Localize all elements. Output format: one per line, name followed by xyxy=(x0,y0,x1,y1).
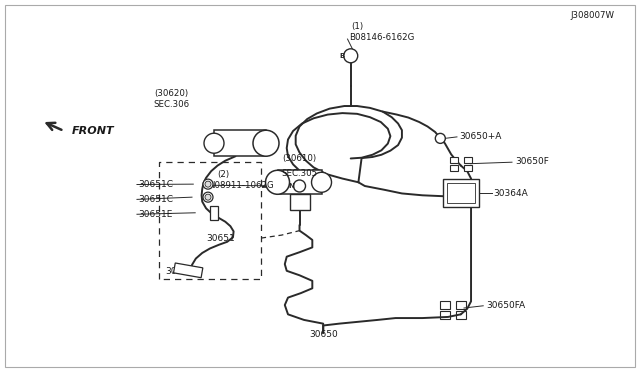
Circle shape xyxy=(294,180,305,192)
Circle shape xyxy=(435,134,445,143)
Text: 30651B: 30651B xyxy=(165,267,200,276)
Bar xyxy=(450,165,458,171)
Bar xyxy=(447,183,475,203)
Bar xyxy=(173,263,203,278)
Text: 30651C: 30651C xyxy=(138,195,173,204)
Text: 30651E: 30651E xyxy=(138,210,173,219)
Text: J308007W: J308007W xyxy=(570,11,614,20)
Text: FRONT: FRONT xyxy=(72,126,115,136)
Text: 30650FA: 30650FA xyxy=(486,301,525,310)
Text: (2): (2) xyxy=(218,170,230,179)
Circle shape xyxy=(266,170,289,194)
Bar xyxy=(456,301,466,308)
Text: N: N xyxy=(289,183,294,189)
Text: SEC.305: SEC.305 xyxy=(282,169,317,178)
Circle shape xyxy=(253,130,279,156)
Bar xyxy=(289,194,310,210)
Bar xyxy=(440,311,450,318)
Bar xyxy=(440,301,450,308)
Circle shape xyxy=(205,194,211,200)
Bar xyxy=(443,179,479,207)
Circle shape xyxy=(203,192,213,202)
Text: (30620): (30620) xyxy=(154,89,189,97)
Text: B08146-6162G: B08146-6162G xyxy=(349,33,414,42)
Bar xyxy=(278,170,321,194)
Circle shape xyxy=(203,179,213,189)
Text: (30610): (30610) xyxy=(282,154,317,163)
Bar xyxy=(464,165,472,171)
Bar xyxy=(214,130,266,156)
Text: 30651C: 30651C xyxy=(138,180,173,189)
Bar xyxy=(211,206,218,220)
Circle shape xyxy=(344,49,358,63)
Text: N08911-1062G: N08911-1062G xyxy=(208,181,274,190)
Text: 30650+A: 30650+A xyxy=(460,132,502,141)
Text: B: B xyxy=(339,53,344,59)
Text: (1): (1) xyxy=(351,22,363,31)
Circle shape xyxy=(205,181,211,187)
Text: 30650F: 30650F xyxy=(515,157,549,166)
Circle shape xyxy=(312,172,332,192)
Bar xyxy=(450,157,458,163)
Bar xyxy=(456,311,466,318)
Text: 30651: 30651 xyxy=(206,234,235,243)
Text: 30364A: 30364A xyxy=(493,189,527,198)
Text: SEC.306: SEC.306 xyxy=(154,100,189,109)
Text: 30650: 30650 xyxy=(309,330,337,339)
Circle shape xyxy=(204,133,224,153)
Bar xyxy=(464,157,472,163)
